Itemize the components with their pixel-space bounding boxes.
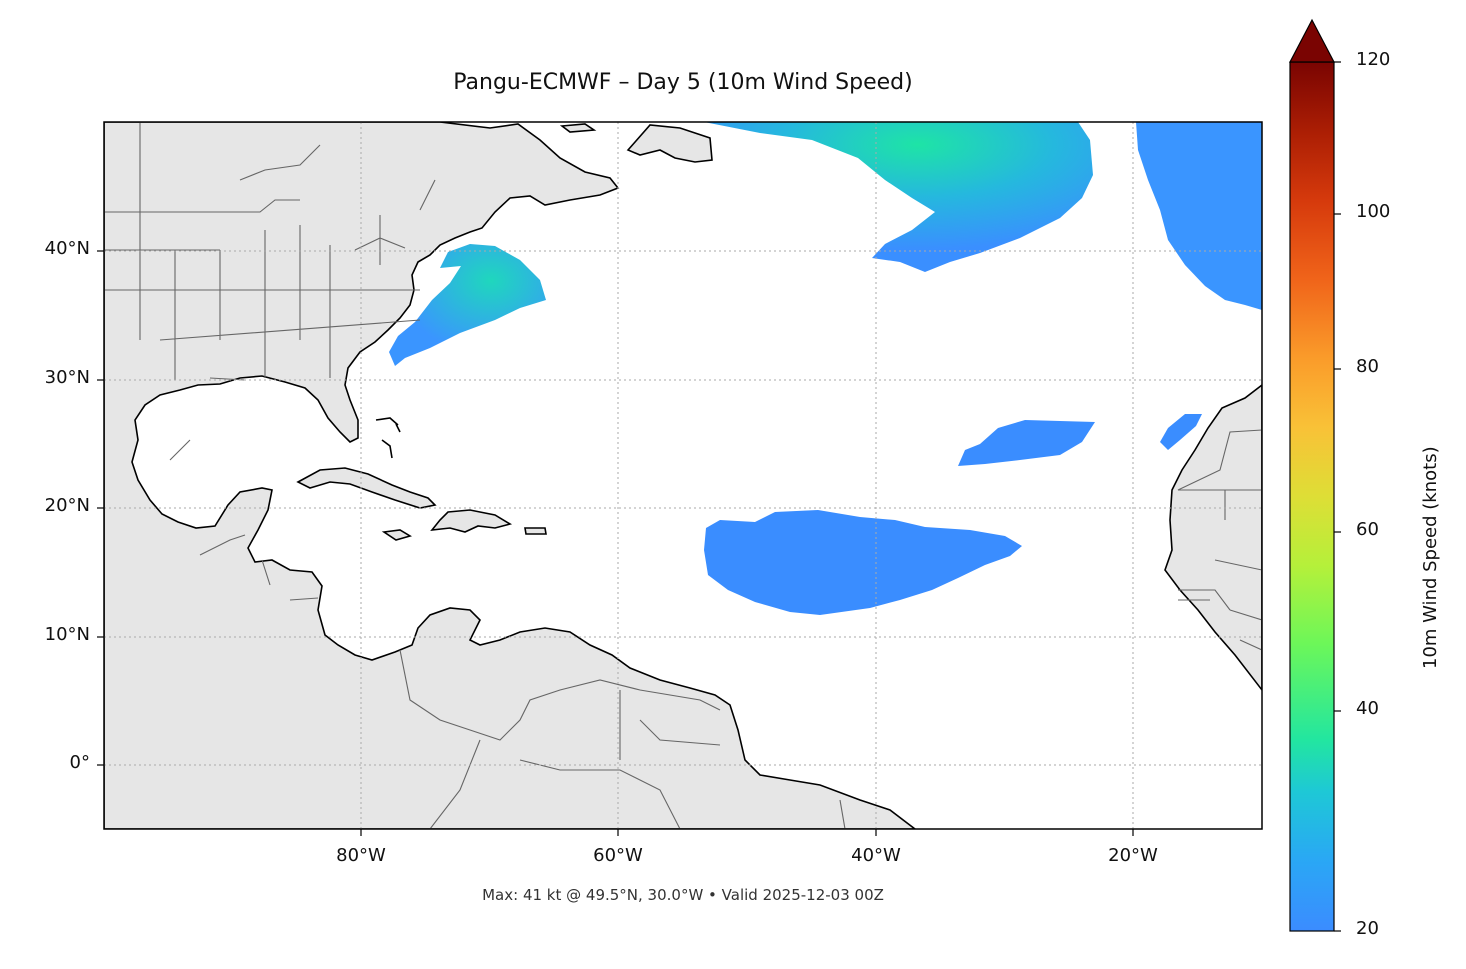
colorbar-tick-label: 60 <box>1356 519 1379 540</box>
political-borders <box>104 122 1262 829</box>
map-title: Pangu-ECMWF – Day 5 (10m Wind Speed) <box>453 70 913 95</box>
colorbar-title: 10m Wind Speed (knots) <box>1420 446 1441 669</box>
wind-area-north-central-atlantic <box>704 122 1093 272</box>
land-hispaniola <box>430 509 513 533</box>
lat-label: 30°N <box>44 367 90 388</box>
map-footer: Max: 41 kt @ 49.5°N, 30.0°W • Valid 2025… <box>482 886 884 904</box>
land-bahamas <box>375 417 401 459</box>
colorbar-tick-label: 80 <box>1356 356 1379 377</box>
wind-area-subtropical <box>958 420 1095 466</box>
lat-label: 40°N <box>44 238 90 259</box>
gridlines <box>104 122 1262 829</box>
axis-ticks <box>97 250 1134 836</box>
wind-area-canary <box>1160 414 1202 450</box>
lon-label: 20°W <box>1108 845 1158 866</box>
lat-label: 20°N <box>44 495 90 516</box>
map-area <box>104 122 1262 829</box>
colorbar-tick-label: 40 <box>1356 698 1379 719</box>
lon-label: 40°W <box>851 845 901 866</box>
land-jamaica <box>381 529 412 541</box>
land-newfoundland <box>626 124 713 163</box>
colorbar-extend-arrow <box>1289 18 1335 63</box>
land-north-america <box>104 122 917 829</box>
colorbar-gradient <box>1289 61 1335 932</box>
land-cuba <box>296 467 437 509</box>
colorbar-tick-label: 100 <box>1356 201 1391 222</box>
wind-area-us-east-coast <box>389 244 546 366</box>
lon-label: 80°W <box>336 845 386 866</box>
map-frame <box>103 121 1263 830</box>
colorbar <box>1289 18 1341 932</box>
lon-label: 60°W <box>593 845 643 866</box>
wind-area-northeast-atlantic <box>1136 122 1262 310</box>
colorbar-tick-label: 20 <box>1356 918 1379 939</box>
lat-label: 0° <box>69 752 90 773</box>
land-anticosti <box>559 123 597 133</box>
land-africa <box>1164 383 1262 692</box>
land-puerto-rico <box>524 527 547 535</box>
lat-label: 10°N <box>44 624 90 645</box>
wind-area-tropical-trades <box>704 510 1022 615</box>
colorbar-tick-label: 120 <box>1356 49 1391 70</box>
